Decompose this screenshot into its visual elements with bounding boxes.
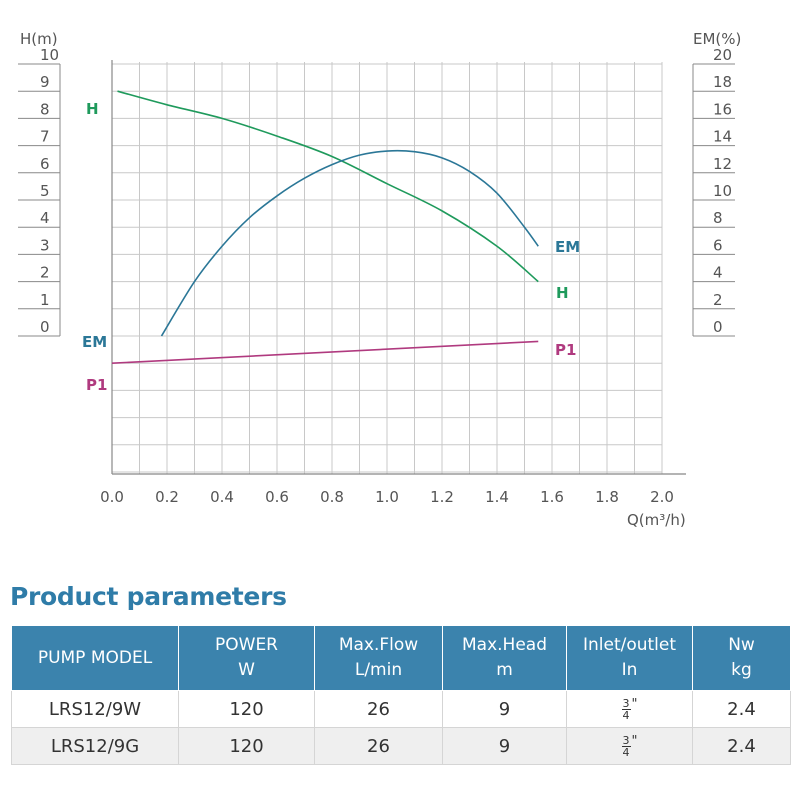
y-right-tick-label: 14 bbox=[713, 128, 732, 146]
cell-inlet: 3 4 " bbox=[566, 727, 693, 765]
chart-series bbox=[111, 90, 539, 364]
x-axis-title: Q(m³/h) bbox=[627, 511, 686, 529]
table-row: LRS12/9G 120 26 9 3 4 " 2.4 bbox=[11, 727, 791, 765]
x-tick-label: 0.6 bbox=[265, 488, 289, 506]
y-left-tick-label: 3 bbox=[40, 236, 50, 254]
cell-power: 120 bbox=[178, 727, 315, 765]
y-left-tick-label: 10 bbox=[40, 46, 59, 64]
y-right-tick-label: 20 bbox=[713, 46, 732, 64]
curve-label-em: EM bbox=[82, 333, 107, 351]
curve-label-h: H bbox=[556, 284, 569, 302]
y-right-tick-label: 4 bbox=[713, 264, 723, 282]
header-label: PUMP MODEL bbox=[37, 647, 153, 668]
x-tick-label: 0.8 bbox=[320, 488, 344, 506]
cell-nw: 2.4 bbox=[692, 727, 791, 765]
y-left-tick-label: 2 bbox=[40, 264, 50, 282]
y-left-tick-label: 8 bbox=[40, 100, 50, 118]
cell-model: LRS12/9G bbox=[11, 727, 179, 765]
y-right-tick-label: 18 bbox=[713, 73, 732, 91]
y-left-tick-label: 6 bbox=[40, 155, 50, 173]
fraction-denominator: 4 bbox=[622, 708, 630, 722]
header-label: Max.Flow bbox=[338, 635, 419, 655]
header-label: Nw bbox=[728, 635, 755, 655]
table-header-row: PUMP MODEL POWER W Max.Flow L/min Max.He… bbox=[11, 625, 791, 691]
table-row: LRS12/9W 120 26 9 3 4 " 2.4 bbox=[11, 690, 791, 728]
cell-inlet: 3 4 " bbox=[566, 690, 693, 728]
y-right-tick-label: 0 bbox=[713, 318, 723, 336]
inlet-fraction: 3 4 bbox=[621, 696, 631, 722]
curve-label-h: H bbox=[86, 100, 99, 118]
cell-power: 120 bbox=[178, 690, 315, 728]
y-left-tick-label: 5 bbox=[40, 182, 50, 200]
fraction-numerator: 3 bbox=[621, 696, 631, 710]
header-label: Max.Head bbox=[462, 635, 547, 655]
curve-label-em: EM bbox=[555, 238, 580, 256]
y-right-tick-label: 2 bbox=[713, 291, 723, 309]
cell-head: 9 bbox=[442, 690, 567, 728]
y-right-tick-label: 8 bbox=[713, 209, 723, 227]
y-axis-right-title: EM(%) bbox=[693, 30, 741, 48]
y-left-tick-label: 0 bbox=[40, 318, 50, 336]
cell-model: LRS12/9W bbox=[11, 690, 179, 728]
chart-grid bbox=[111, 62, 663, 475]
x-tick-label: 1.0 bbox=[375, 488, 399, 506]
header-unit: L/min bbox=[354, 660, 403, 680]
series-line-p1 bbox=[111, 340, 539, 364]
curve-label-p1: P1 bbox=[555, 341, 576, 359]
cell-nw: 2.4 bbox=[692, 690, 791, 728]
cell-flow: 26 bbox=[314, 690, 443, 728]
x-tick-label: 0.2 bbox=[155, 488, 179, 506]
cell-flow: 26 bbox=[314, 727, 443, 765]
y-right-tick-label: 6 bbox=[713, 236, 723, 254]
x-tick-label: 1.4 bbox=[485, 488, 509, 506]
cell-head: 9 bbox=[442, 727, 567, 765]
y-left-tick-label: 1 bbox=[40, 291, 50, 309]
header-label: POWER bbox=[215, 635, 278, 655]
y-left-tick-label: 9 bbox=[40, 73, 50, 91]
header-pump-model: PUMP MODEL bbox=[11, 625, 179, 691]
product-parameters-table: PUMP MODEL POWER W Max.Flow L/min Max.He… bbox=[11, 625, 791, 765]
fraction-numerator: 3 bbox=[621, 733, 631, 747]
x-tick-label: 1.8 bbox=[595, 488, 619, 506]
header-power: POWER W bbox=[178, 625, 315, 691]
x-tick-label: 1.6 bbox=[540, 488, 564, 506]
y-right-tick-label: 16 bbox=[713, 100, 732, 118]
x-tick-label: 1.2 bbox=[430, 488, 454, 506]
header-max-head: Max.Head m bbox=[442, 625, 567, 691]
y-right-tick-label: 12 bbox=[713, 155, 732, 173]
y-left-tick-label: 4 bbox=[40, 209, 50, 227]
x-tick-label: 2.0 bbox=[650, 488, 674, 506]
header-unit: W bbox=[238, 660, 255, 680]
header-unit: kg bbox=[731, 660, 752, 680]
header-max-flow: Max.Flow L/min bbox=[314, 625, 443, 691]
header-unit: In bbox=[621, 660, 638, 680]
y-right-tick-label: 10 bbox=[713, 182, 732, 200]
series-line-em bbox=[160, 149, 539, 337]
header-unit: m bbox=[496, 660, 513, 680]
y-axis-left-title: H(m) bbox=[20, 30, 58, 48]
header-nw: Nw kg bbox=[692, 625, 791, 691]
x-tick-label: 0.4 bbox=[210, 488, 234, 506]
chart-curve-labels: H H EM EM P1 P1 bbox=[82, 100, 580, 394]
inch-mark: " bbox=[631, 697, 638, 713]
chart-axes bbox=[18, 60, 735, 475]
y-left-tick-label: 7 bbox=[40, 128, 50, 146]
header-label: Inlet/outlet bbox=[582, 635, 677, 655]
section-title: Product parameters bbox=[10, 582, 287, 611]
series-line-h bbox=[117, 90, 539, 283]
fraction-denominator: 4 bbox=[622, 745, 630, 759]
inlet-fraction: 3 4 bbox=[621, 733, 631, 759]
inch-mark: " bbox=[631, 734, 638, 750]
curve-label-p1: P1 bbox=[86, 376, 107, 394]
x-tick-label: 0.0 bbox=[100, 488, 124, 506]
header-inlet-outlet: Inlet/outlet In bbox=[566, 625, 693, 691]
